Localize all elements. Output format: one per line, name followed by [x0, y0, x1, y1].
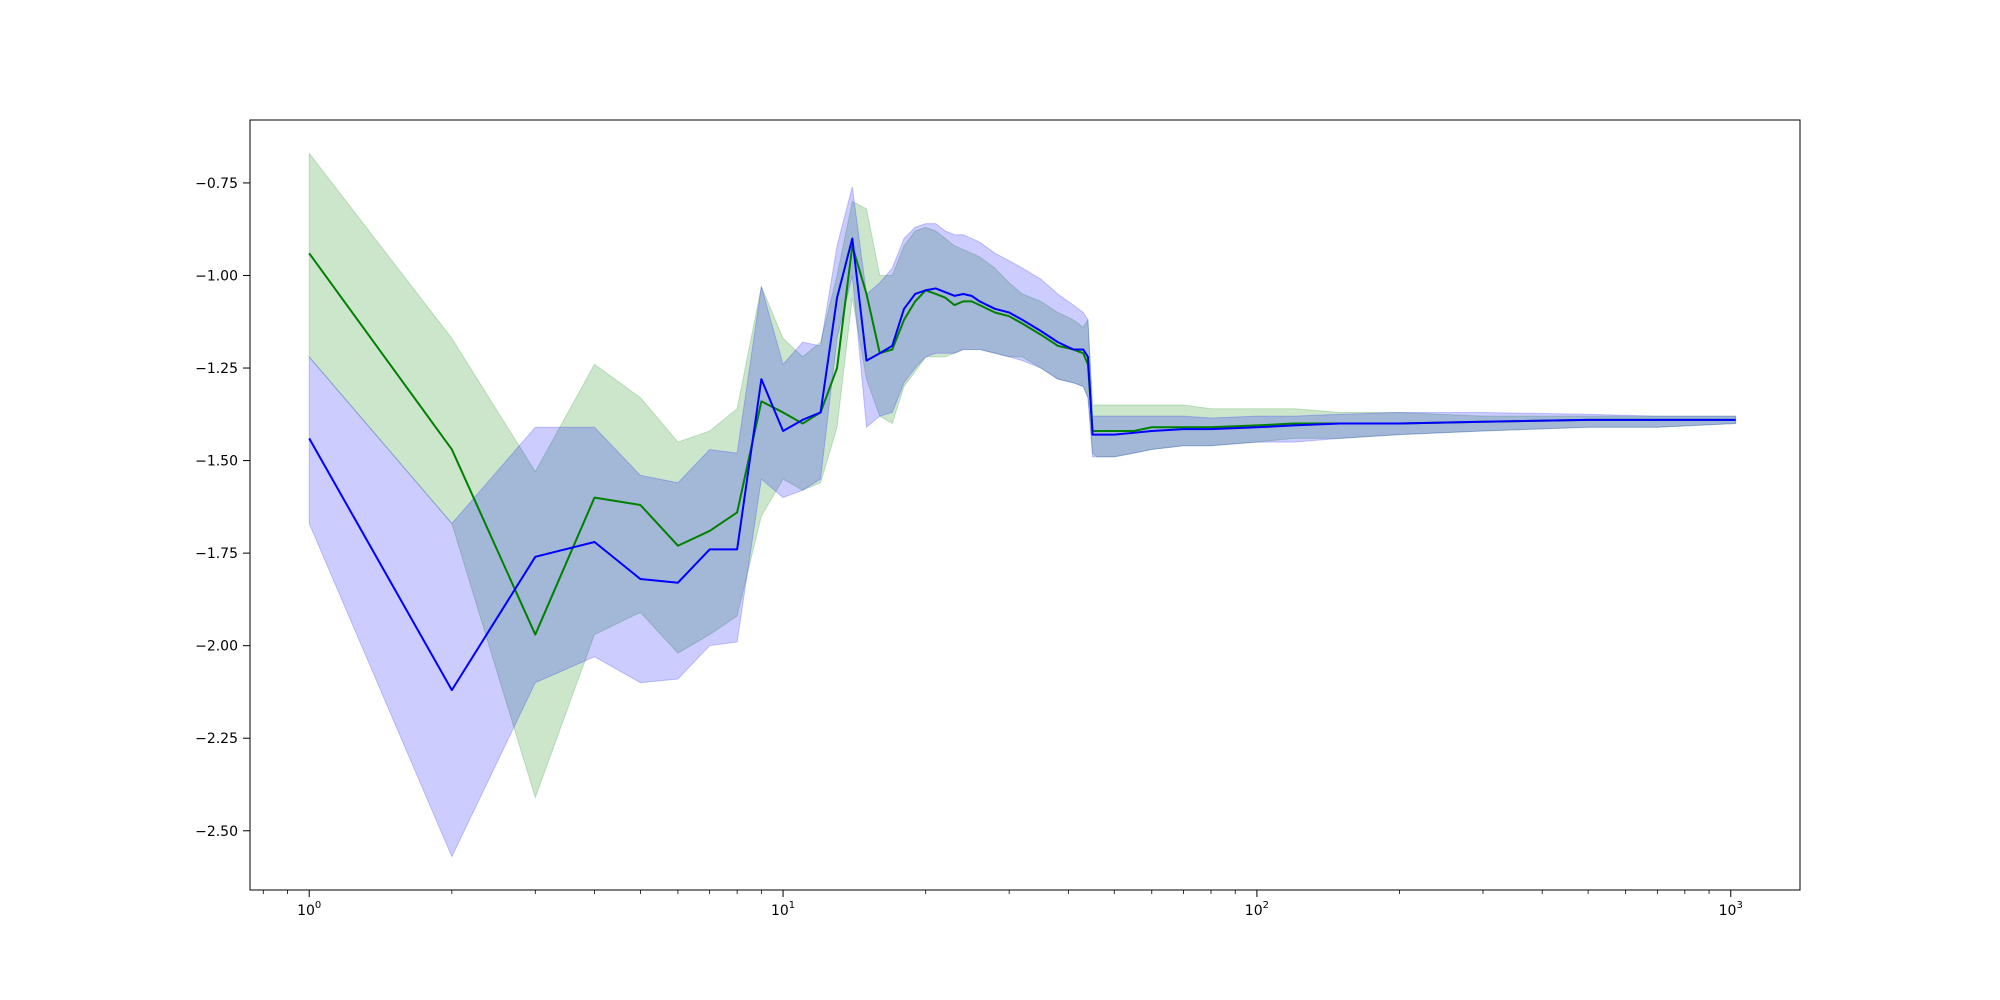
y-axis: −0.75 −1.00 −1.25 −1.50 −1.75 −2.00 −2.25 −2.50 [195, 176, 250, 840]
x-axis: 100 101 102 103 [262, 890, 1743, 919]
y-tick-label-7: −2.50 [195, 824, 238, 840]
y-tick-label-1: −1.00 [195, 268, 238, 284]
x-tick-label-2: 102 [1245, 900, 1269, 919]
y-tick-label-3: −1.50 [195, 454, 238, 470]
x-tick-label-1: 101 [771, 900, 795, 919]
y-tick-label-5: −2.00 [195, 639, 238, 655]
series-lines [308, 237, 1736, 692]
series-1-line [308, 244, 1736, 636]
x-tick-label-0: 100 [297, 900, 321, 919]
series-1-band [308, 151, 1737, 800]
x-tick-label-3: 103 [1719, 900, 1743, 919]
y-tick-label-2: −1.25 [195, 361, 238, 377]
y-tick-label-0: −0.75 [195, 176, 238, 192]
plot-frame [249, 119, 1801, 891]
y-tick-label-4: −1.75 [195, 546, 238, 562]
series-2-line [308, 237, 1736, 692]
y-tick-label-6: −2.25 [195, 731, 238, 747]
